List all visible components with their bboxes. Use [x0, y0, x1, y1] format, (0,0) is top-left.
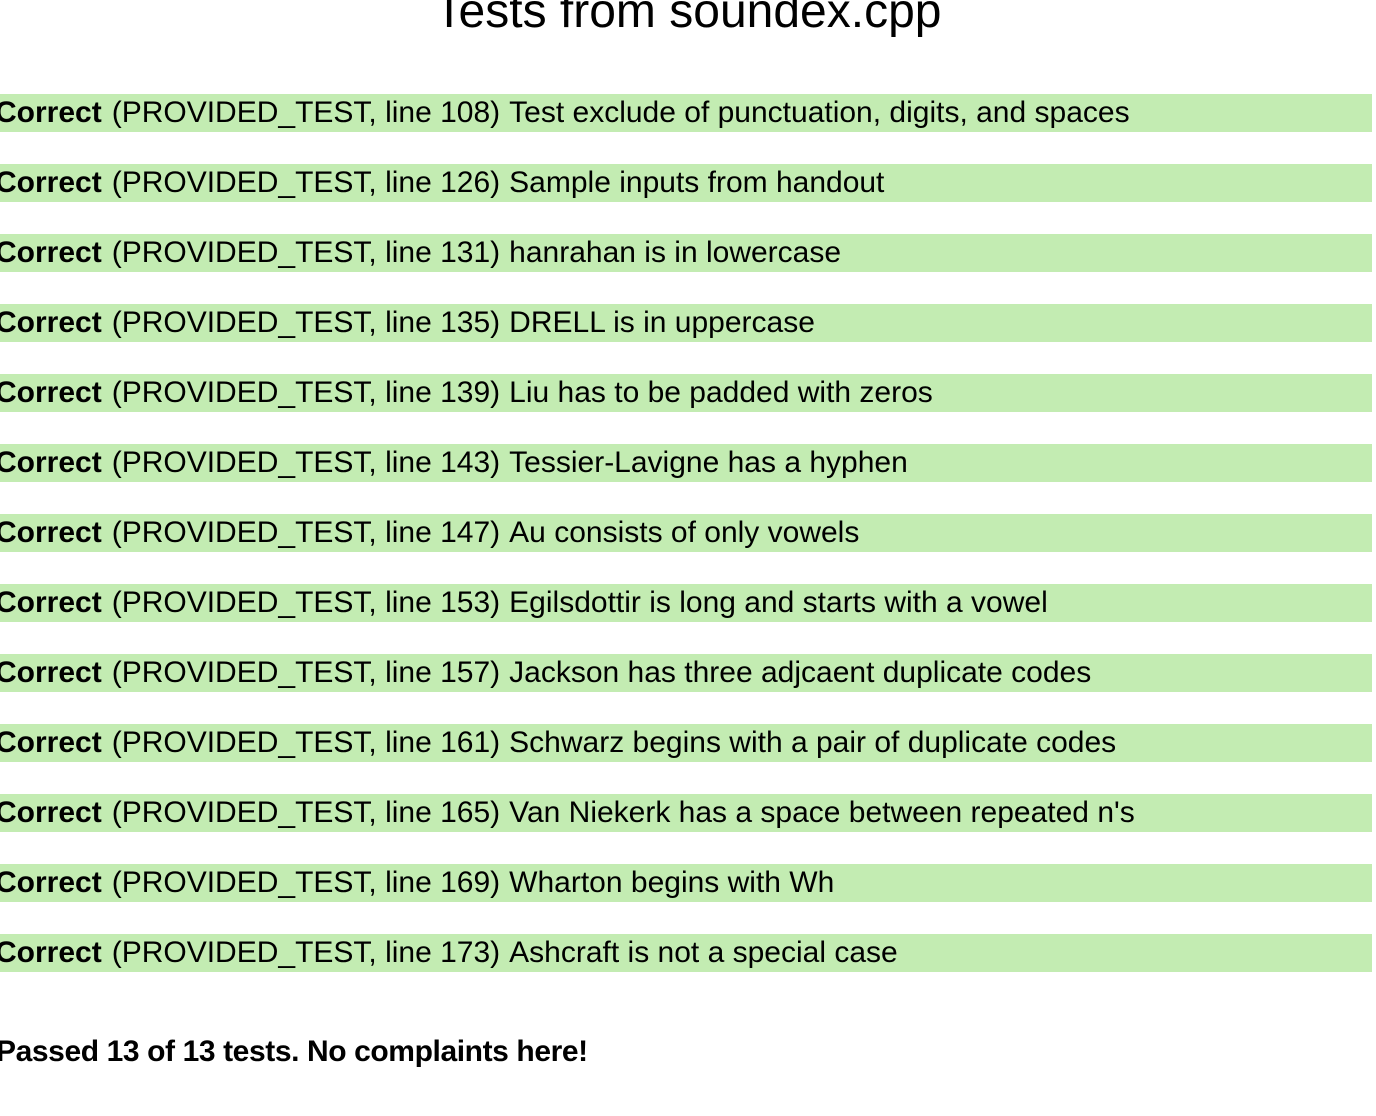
test-source-location: (PROVIDED_TEST, line 157) [111, 656, 501, 689]
page-title: Tests from soundex.cpp [434, 0, 942, 38]
test-description: Test exclude of punctuation, digits, and… [509, 96, 1130, 129]
test-source-location: (PROVIDED_TEST, line 139) [111, 376, 501, 409]
test-status: Correct [0, 796, 102, 829]
test-status: Correct [0, 306, 102, 339]
test-source-location: (PROVIDED_TEST, line 126) [111, 166, 501, 199]
test-description: DRELL is in uppercase [509, 306, 815, 339]
test-source-location: (PROVIDED_TEST, line 108) [111, 96, 501, 129]
test-description: Jackson has three adjcaent duplicate cod… [509, 656, 1092, 689]
test-result-row: Correct (PROVIDED_TEST, line 153) Egilsd… [0, 584, 1372, 622]
test-status: Correct [0, 516, 102, 549]
test-result-row: Correct (PROVIDED_TEST, line 161) Schwar… [0, 724, 1372, 762]
test-status: Correct [0, 726, 102, 759]
test-status: Correct [0, 96, 102, 129]
test-description: hanrahan is in lowercase [509, 236, 842, 269]
test-result-row: Correct (PROVIDED_TEST, line 143) Tessie… [0, 444, 1372, 482]
test-result-row: Correct (PROVIDED_TEST, line 165) Van Ni… [0, 794, 1372, 832]
test-description: Wharton begins with Wh [509, 866, 835, 899]
test-description: Sample inputs from handout [509, 166, 885, 199]
test-source-location: (PROVIDED_TEST, line 131) [111, 236, 501, 269]
test-description: Tessier-Lavigne has a hyphen [509, 446, 908, 479]
test-status: Correct [0, 656, 102, 689]
test-status: Correct [0, 166, 102, 199]
test-description: Schwarz begins with a pair of duplicate … [509, 726, 1117, 759]
test-status: Correct [0, 936, 102, 969]
test-result-row: Correct (PROVIDED_TEST, line 169) Wharto… [0, 864, 1372, 902]
test-results-list: Correct (PROVIDED_TEST, line 108) Test e… [0, 94, 1372, 1004]
test-source-location: (PROVIDED_TEST, line 153) [111, 586, 501, 619]
test-result-row: Correct (PROVIDED_TEST, line 126) Sample… [0, 164, 1372, 202]
test-description: Au consists of only vowels [509, 516, 860, 549]
test-description: Ashcraft is not a special case [509, 936, 898, 969]
test-result-row: Correct (PROVIDED_TEST, line 131) hanrah… [0, 234, 1372, 272]
test-source-location: (PROVIDED_TEST, line 165) [111, 796, 501, 829]
test-result-row: Correct (PROVIDED_TEST, line 108) Test e… [0, 94, 1372, 132]
test-source-location: (PROVIDED_TEST, line 147) [111, 516, 501, 549]
test-source-location: (PROVIDED_TEST, line 161) [111, 726, 501, 759]
test-source-location: (PROVIDED_TEST, line 173) [111, 936, 501, 969]
test-result-row: Correct (PROVIDED_TEST, line 139) Liu ha… [0, 374, 1372, 412]
test-description: Van Niekerk has a space between repeated… [509, 796, 1135, 829]
test-status: Correct [0, 446, 102, 479]
test-result-row: Correct (PROVIDED_TEST, line 147) Au con… [0, 514, 1372, 552]
test-result-row: Correct (PROVIDED_TEST, line 135) DRELL … [0, 304, 1372, 342]
test-result-row: Correct (PROVIDED_TEST, line 173) Ashcra… [0, 934, 1372, 972]
test-description: Liu has to be padded with zeros [509, 376, 933, 409]
test-status: Correct [0, 586, 102, 619]
test-status: Correct [0, 376, 102, 409]
test-source-location: (PROVIDED_TEST, line 143) [111, 446, 501, 479]
test-summary: Passed 13 of 13 tests. No complaints her… [0, 1035, 588, 1068]
test-status: Correct [0, 866, 102, 899]
test-description: Egilsdottir is long and starts with a vo… [509, 586, 1048, 619]
test-source-location: (PROVIDED_TEST, line 135) [111, 306, 501, 339]
test-source-location: (PROVIDED_TEST, line 169) [111, 866, 501, 899]
test-result-row: Correct (PROVIDED_TEST, line 157) Jackso… [0, 654, 1372, 692]
test-status: Correct [0, 236, 102, 269]
